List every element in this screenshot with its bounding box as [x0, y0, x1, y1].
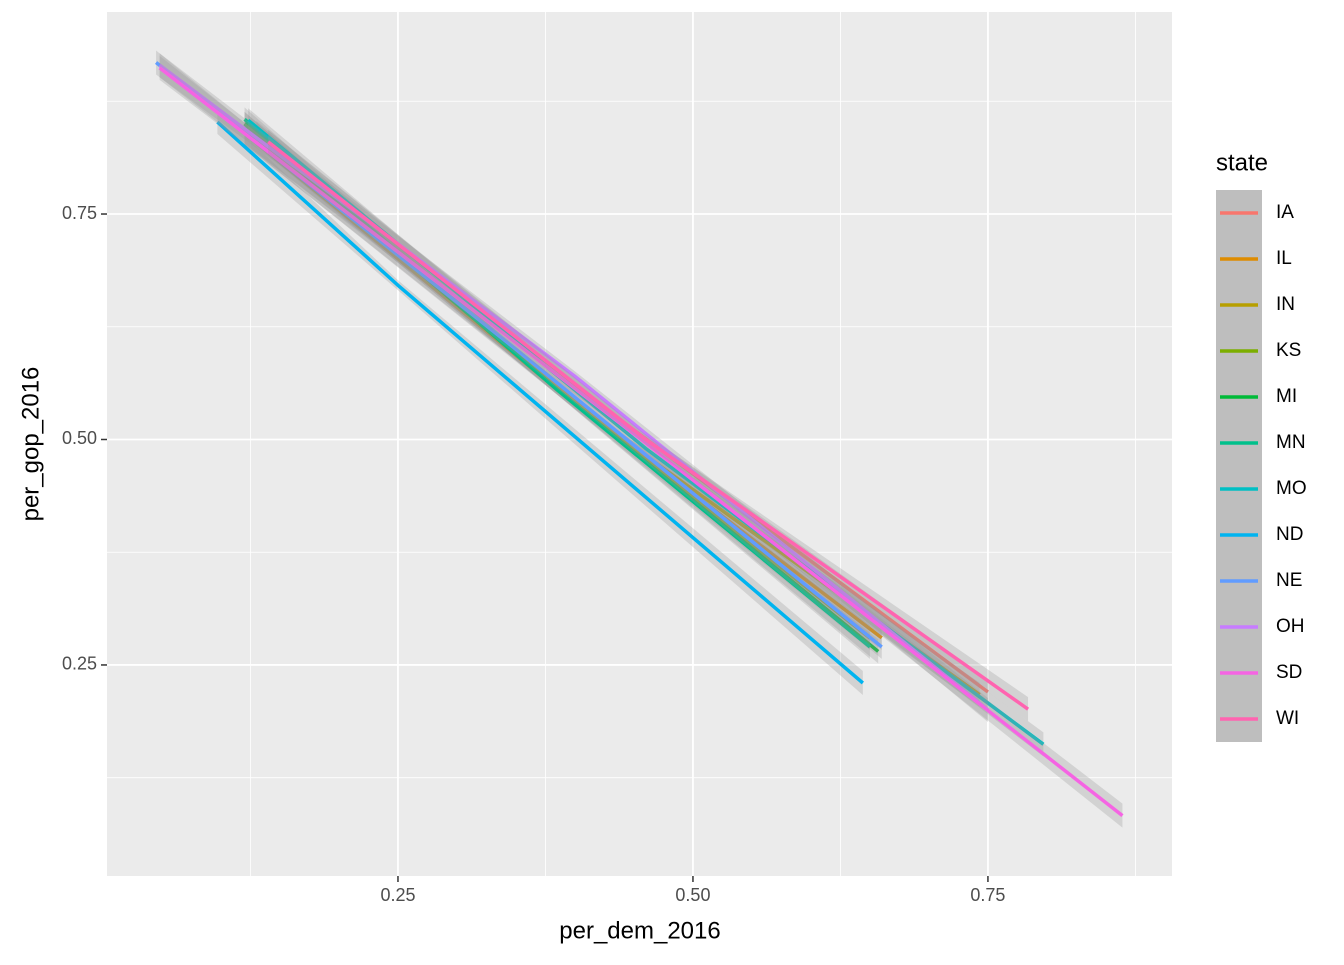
- legend-label: IL: [1276, 248, 1292, 269]
- legend-label: IA: [1276, 202, 1294, 223]
- legend-label: NE: [1276, 570, 1302, 591]
- x-tick-label: 0.50: [675, 885, 710, 905]
- legend-title: state: [1216, 149, 1268, 176]
- y-tick-label: 0.50: [62, 428, 97, 448]
- trend-line: [243, 118, 872, 649]
- x-axis-title: per_dem_2016: [559, 917, 720, 944]
- y-tick-label: 0.75: [62, 203, 97, 223]
- confidence-band: [159, 55, 1123, 828]
- legend-label: IN: [1276, 294, 1295, 315]
- x-tick-label: 0.75: [970, 885, 1005, 905]
- legend-label: WI: [1276, 708, 1299, 729]
- confidence-band: [217, 110, 863, 695]
- confidence-band: [244, 107, 870, 659]
- legend-label: KS: [1276, 340, 1301, 361]
- trend-line: [158, 66, 1124, 817]
- y-tick-label: 0.25: [62, 654, 97, 674]
- confidence-band: [156, 50, 882, 659]
- trend-line: [158, 63, 990, 712]
- legend-label: ND: [1276, 524, 1303, 545]
- trend-line: [216, 120, 864, 685]
- legend-label: OH: [1276, 616, 1305, 637]
- legend-key-background: [1216, 190, 1262, 742]
- legend-label: SD: [1276, 662, 1302, 683]
- y-axis-title: per_gop_2016: [17, 367, 44, 522]
- x-tick-label: 0.25: [380, 885, 415, 905]
- legend-label: MO: [1276, 478, 1307, 499]
- legend-label: MI: [1276, 386, 1297, 407]
- trend-line: [267, 140, 1030, 711]
- legend-label: MN: [1276, 432, 1306, 453]
